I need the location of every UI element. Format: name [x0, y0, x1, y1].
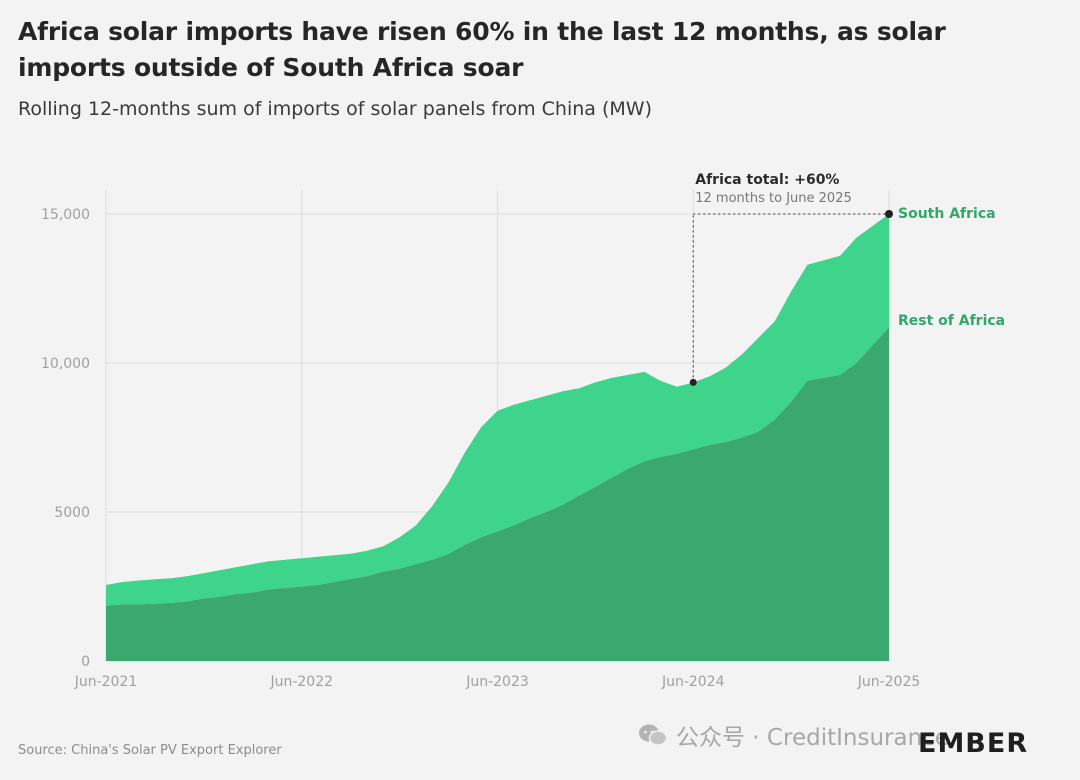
y-tick-label: 10,000 [41, 356, 90, 372]
chart-title: Africa solar imports have risen 60% in t… [18, 17, 946, 82]
annotation-title: Africa total: +60% [695, 172, 839, 188]
y-axis-ticks: 0 5000 10,000 15,000 [41, 207, 90, 670]
chat-bubbles-icon [638, 722, 668, 748]
annotation-end-dot [885, 210, 893, 218]
rest-of-africa-label: Rest of Africa [898, 313, 1005, 329]
ember-logo: EMBER [918, 728, 1029, 759]
source-note: Source: China's Solar PV Export Explorer [18, 743, 282, 758]
x-tick-label: Jun-2022 [269, 674, 333, 690]
x-axis-ticks: Jun-2021 Jun-2022 Jun-2023 Jun-2024 Jun-2025 [74, 674, 921, 690]
south-africa-area [106, 214, 889, 606]
x-tick-label: Jun-2025 [857, 674, 921, 690]
annotation-start-dot [689, 378, 697, 386]
watermark-text: 公众号 · CreditInsurance [676, 725, 949, 751]
x-tick-label: Jun-2024 [661, 674, 725, 690]
x-tick-label: Jun-2023 [465, 674, 529, 690]
y-tick-label: 0 [81, 654, 90, 670]
y-tick-label: 15,000 [41, 207, 90, 223]
south-africa-label: South Africa [898, 206, 996, 222]
x-tick-label: Jun-2021 [74, 674, 138, 690]
annotation: Africa total: +60% 12 months to June 202… [689, 172, 893, 386]
watermark: 公众号 · CreditInsurance [638, 718, 949, 752]
y-tick-label: 5000 [54, 505, 90, 521]
annotation-subtitle: 12 months to June 2025 [695, 191, 851, 206]
chart-subtitle: Rolling 12-months sum of imports of sola… [18, 98, 652, 120]
rest-of-africa-area [106, 327, 889, 661]
